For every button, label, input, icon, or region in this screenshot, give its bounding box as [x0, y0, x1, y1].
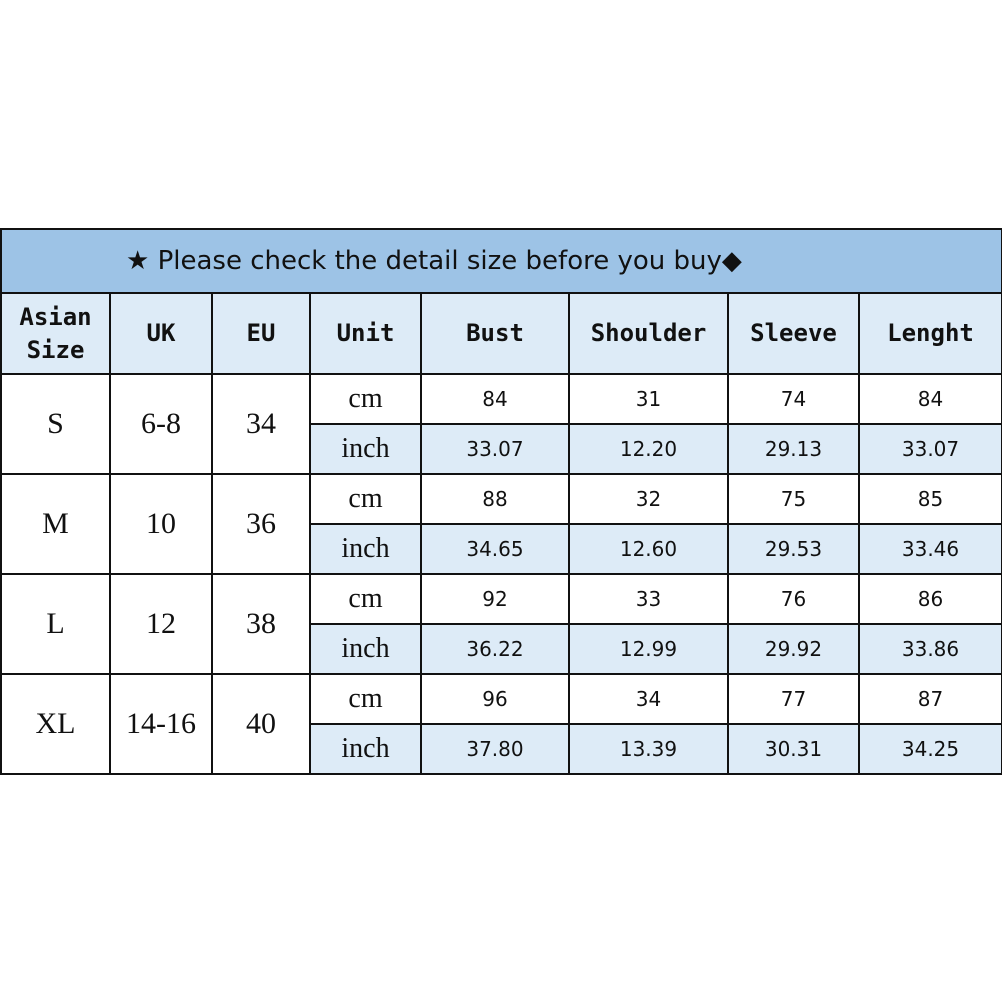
table-row: inch 33.07 12.20 29.13 33.07 [1, 423, 1002, 475]
inch-value-cell: 12.20 [568, 423, 729, 475]
inch-value-cell: 13.39 [568, 723, 729, 775]
asian-size-cell: L [0, 573, 111, 675]
column-header: Shoulder [568, 292, 729, 375]
cm-value-cell: 33 [568, 573, 729, 625]
unit-cell: inch [309, 623, 422, 675]
column-header: Sleeve [727, 292, 860, 375]
unit-cell: inch [309, 423, 422, 475]
cm-value-cell: 84 [420, 373, 570, 425]
uk-size-cell: 14-16 [109, 673, 213, 775]
uk-size-cell: 10 [109, 473, 213, 575]
inch-value-cell: 29.92 [727, 623, 860, 675]
cm-value-cell: 76 [727, 573, 860, 625]
eu-size-cell: 36 [211, 473, 311, 575]
cm-value-cell: 77 [727, 673, 860, 725]
eu-size-cell: 34 [211, 373, 311, 475]
asian-size-cell: XL [0, 673, 111, 775]
column-header: EU [211, 292, 311, 375]
inch-value-cell: 33.07 [420, 423, 570, 475]
banner: ★ Please check the detail size before yo… [0, 228, 1002, 294]
unit-cell: cm [309, 473, 422, 525]
inch-value-cell: 34.65 [420, 523, 570, 575]
eu-size-cell: 38 [211, 573, 311, 675]
cm-value-cell: 75 [727, 473, 860, 525]
cm-value-cell: 85 [857, 473, 1002, 525]
cm-value-cell: 96 [420, 673, 570, 725]
cm-value-cell: 84 [857, 373, 1002, 425]
unit-cell: cm [309, 673, 422, 725]
eu-size-cell: 40 [211, 673, 311, 775]
banner-text: Please check the detail size before you … [157, 246, 722, 276]
cm-value-cell: 32 [568, 473, 729, 525]
cm-value-cell: 31 [568, 373, 729, 425]
uk-size-cell: 12 [109, 573, 213, 675]
column-header: Bust [420, 292, 570, 375]
table-row: inch 36.22 12.99 29.92 33.86 [1, 623, 1002, 675]
cm-value-cell: 74 [727, 373, 860, 425]
column-header: UK [109, 292, 213, 375]
uk-size-cell: 6-8 [109, 373, 213, 475]
table-row: inch 34.65 12.60 29.53 33.46 [1, 523, 1002, 575]
cm-value-cell: 88 [420, 473, 570, 525]
diamond-icon: ◆ [721, 246, 742, 276]
asian-size-cell: S [0, 373, 111, 475]
unit-cell: cm [309, 373, 422, 425]
unit-cell: inch [309, 523, 422, 575]
size-chart-table: ★ Please check the detail size before yo… [0, 228, 1002, 775]
cm-value-cell: 92 [420, 573, 570, 625]
inch-value-cell: 12.60 [568, 523, 729, 575]
cm-value-cell: 86 [857, 573, 1002, 625]
column-header: Lenght [857, 292, 1002, 375]
inch-value-cell: 33.07 [857, 423, 1002, 475]
cm-value-cell: 87 [857, 673, 1002, 725]
inch-value-cell: 36.22 [420, 623, 570, 675]
inch-value-cell: 30.31 [727, 723, 860, 775]
inch-value-cell: 29.13 [727, 423, 860, 475]
inch-value-cell: 12.99 [568, 623, 729, 675]
table-row: L 12 38 cm 92 33 76 86 [0, 573, 1002, 675]
cm-value-cell: 34 [568, 673, 729, 725]
column-header: Unit [309, 292, 422, 375]
inch-value-cell: 33.46 [857, 523, 1002, 575]
column-header: Asian Size [0, 292, 111, 375]
unit-cell: cm [309, 573, 422, 625]
table-row: S 6-8 34 cm 84 31 74 84 [0, 373, 1002, 475]
inch-value-cell: 37.80 [420, 723, 570, 775]
unit-cell: inch [309, 723, 422, 775]
table-row: M 10 36 cm 88 32 75 85 [0, 473, 1002, 575]
table-row: inch 37.80 13.39 30.31 34.25 [1, 723, 1002, 775]
asian-size-cell: M [0, 473, 111, 575]
table-row: XL 14-16 40 cm 96 34 77 87 [0, 673, 1002, 775]
star-icon: ★ [126, 246, 150, 276]
inch-value-cell: 29.53 [727, 523, 860, 575]
inch-value-cell: 34.25 [857, 723, 1002, 775]
inch-value-cell: 33.86 [857, 623, 1002, 675]
